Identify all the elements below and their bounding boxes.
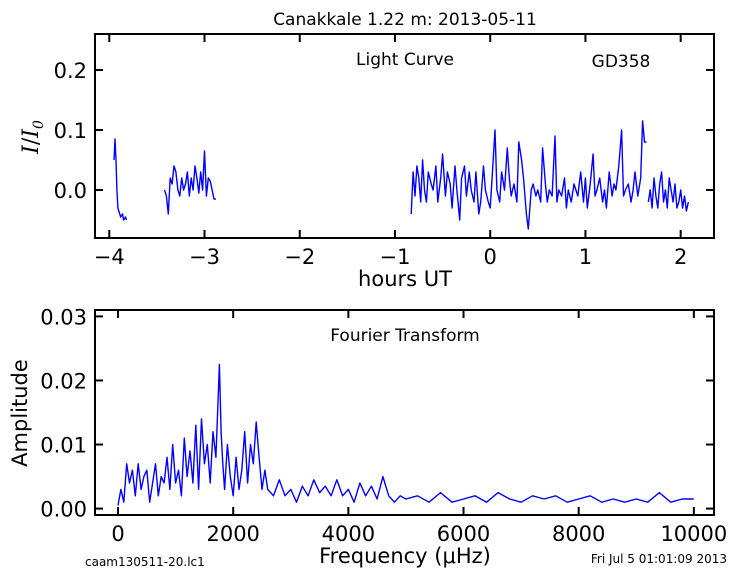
fourier-ytick-label: 0.02 bbox=[40, 369, 87, 393]
fourier-annotation: Fourier Transform bbox=[330, 326, 479, 346]
light-curve-xtick-label: −1 bbox=[379, 245, 410, 269]
light-curve-line bbox=[647, 171, 689, 212]
light-curve-line bbox=[410, 120, 647, 230]
fourier-xtick-label: 8000 bbox=[552, 522, 605, 546]
fourier-ytick-label: 0.01 bbox=[40, 434, 87, 458]
fourier-xtick-label: 6000 bbox=[437, 522, 490, 546]
figure-title: Canakkale 1.22 m: 2013-05-11 bbox=[273, 10, 537, 30]
fourier-xtick-label: 0 bbox=[111, 522, 124, 546]
fourier-line bbox=[117, 363, 694, 506]
light-curve-xtick-label: 2 bbox=[674, 245, 687, 269]
light-curve-ytick-label: 0.1 bbox=[54, 119, 87, 143]
fourier-xlabel: Frequency (μHz) bbox=[319, 544, 491, 568]
footer-timestamp: Fri Jul 5 01:01:09 2013 bbox=[591, 552, 727, 566]
fourier-ylabel: Amplitude bbox=[8, 359, 32, 467]
fourier-xtick-label: 10000 bbox=[660, 522, 727, 546]
light-curve-annotation: Light Curve bbox=[356, 50, 454, 70]
fourier-panel: 0 2000 4000 6000 8000 10000 0.00 0.01 0.02 0.03 F… bbox=[8, 305, 727, 568]
light-curve-line bbox=[163, 150, 216, 215]
fourier-xtick-label: 4000 bbox=[322, 522, 375, 546]
light-curve-frame bbox=[94, 33, 715, 239]
fourier-xtick-label: 2000 bbox=[206, 522, 259, 546]
fourier-series bbox=[117, 363, 694, 506]
light-curve-ticks: −4 −3 −2 −1 0 1 2 0.0 0.1 0.2 bbox=[54, 34, 714, 269]
footer-filename: caam130511-20.lc1 bbox=[85, 555, 205, 569]
light-curve-ylabel: I/I0 bbox=[19, 120, 47, 155]
light-curve-series bbox=[113, 120, 689, 230]
light-curve-xtick-label: 1 bbox=[579, 245, 592, 269]
fourier-ticks: 0 2000 4000 6000 8000 10000 0.00 0.01 0.02 0.03 bbox=[40, 305, 727, 546]
fourier-ytick-label: 0.03 bbox=[40, 305, 87, 329]
light-curve-xtick-label: −3 bbox=[189, 245, 220, 269]
light-curve-panel: −4 −3 −2 −1 0 1 2 0.0 0.1 0.2 Light Curve GD358 h… bbox=[19, 33, 715, 291]
light-curve-ytick-label: 0.0 bbox=[54, 179, 87, 203]
light-curve-ytick-label: 0.2 bbox=[54, 59, 87, 83]
light-curve-xtick-label: −4 bbox=[94, 245, 125, 269]
light-curve-object-label: GD358 bbox=[592, 52, 651, 72]
fourier-frame bbox=[94, 309, 715, 516]
light-curve-xtick-label: 0 bbox=[484, 245, 497, 269]
light-curve-xlabel: hours UT bbox=[358, 267, 452, 291]
fourier-ytick-label: 0.00 bbox=[40, 498, 87, 522]
light-curve-line bbox=[113, 138, 128, 221]
light-curve-xtick-label: −2 bbox=[284, 245, 315, 269]
